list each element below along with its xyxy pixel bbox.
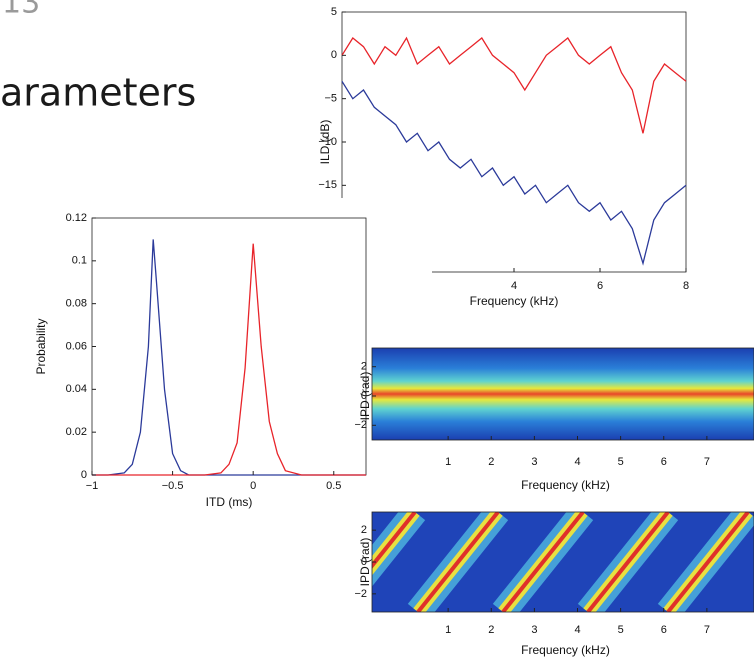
y-tick-label: 0.04 <box>66 383 87 395</box>
x-axis-label: Frequency (kHz) <box>470 294 559 308</box>
stripe-core <box>501 512 585 612</box>
y-tick-label: −2 <box>354 419 367 431</box>
x-tick-label: 0 <box>250 480 256 492</box>
stripe-core <box>416 512 500 612</box>
heatmap-image <box>372 512 754 612</box>
series-line <box>341 36 687 134</box>
y-tick-label: 5 <box>331 6 337 18</box>
stripe-core <box>666 512 750 612</box>
x-tick-label: 3 <box>531 456 537 468</box>
y-axis-label: ILD (dB) <box>318 120 332 165</box>
heatmap-image <box>372 348 754 440</box>
y-tick-label: −15 <box>318 179 337 191</box>
series-line <box>92 239 366 476</box>
y-tick-label: 0.02 <box>66 426 87 438</box>
y-axis-label: IPD (rad) <box>358 372 372 421</box>
x-axis-label: Frequency (kHz) <box>521 643 610 657</box>
x-tick-label: 8 <box>683 280 689 292</box>
y-tick-label: −10 <box>318 136 337 148</box>
y-tick-label: 0.12 <box>66 212 87 224</box>
y-tick-label: 0 <box>81 469 87 481</box>
y-axis-label: Probability <box>34 318 48 374</box>
x-tick-label: 4 <box>511 280 517 292</box>
x-axis-label: Frequency (kHz) <box>521 478 610 492</box>
x-tick-label: 7 <box>704 624 710 636</box>
y-tick-label: 2 <box>361 524 367 536</box>
y-tick-label: 0 <box>331 49 337 61</box>
x-axis-label: ITD (ms) <box>206 495 253 509</box>
x-tick-label: 2 <box>488 456 494 468</box>
x-tick-label: 6 <box>661 624 667 636</box>
y-axis-label: IPD (rad) <box>358 538 372 587</box>
x-tick-label: 6 <box>597 280 603 292</box>
series-line <box>92 243 366 476</box>
plot-frame <box>371 347 754 441</box>
x-tick-label: 5 <box>618 456 624 468</box>
y-tick-label: 2 <box>361 361 367 373</box>
y-tick-label: 0 <box>361 390 367 402</box>
slide-title: arameters <box>0 71 196 115</box>
x-tick-label: 6 <box>661 456 667 468</box>
y-tick-label: 0.08 <box>66 298 87 310</box>
x-tick-label: 3 <box>531 624 537 636</box>
x-tick-label: 7 <box>704 456 710 468</box>
x-tick-label: 4 <box>574 456 580 468</box>
y-tick-label: 0.06 <box>66 340 87 352</box>
x-tick-label: 4 <box>574 624 580 636</box>
y-tick-label: −5 <box>324 93 337 105</box>
y-tick-label: 0.1 <box>72 255 87 267</box>
stripe-core <box>586 512 670 612</box>
x-tick-label: 2 <box>488 624 494 636</box>
x-tick-label: 1 <box>445 456 451 468</box>
y-tick-label: −2 <box>354 588 367 600</box>
slide-number: 13 <box>2 0 40 21</box>
x-tick-label: −0.5 <box>162 480 184 492</box>
x-tick-label: 5 <box>618 624 624 636</box>
y-tick-label: 0 <box>361 556 367 568</box>
x-tick-label: 1 <box>445 624 451 636</box>
series-line <box>341 80 687 266</box>
x-tick-label: 0.5 <box>326 480 341 492</box>
figure-background <box>0 198 432 520</box>
x-tick-label: −1 <box>86 480 99 492</box>
